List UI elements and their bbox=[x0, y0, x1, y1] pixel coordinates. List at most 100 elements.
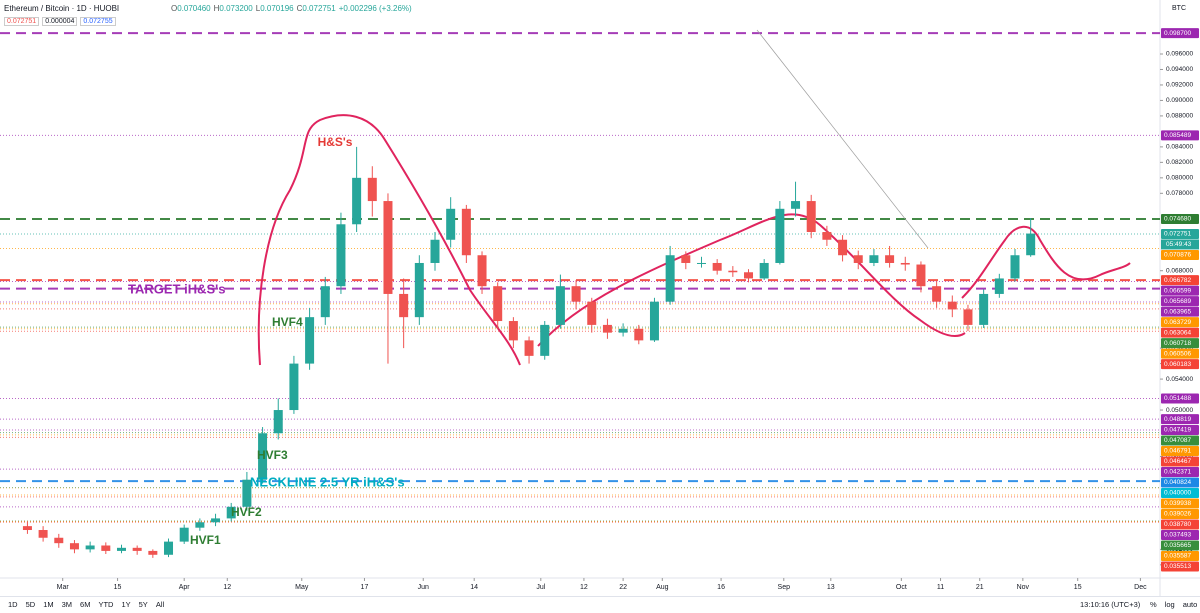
x-tick-label: Jun bbox=[418, 584, 429, 591]
candle-body bbox=[446, 208, 456, 240]
toolbar: 1D 5D 1M 3M 6M YTD 1Y 5Y All 13:10:16 (UTC+3) % l… bbox=[0, 596, 1200, 613]
y-tick-label: 0.096000 bbox=[1166, 51, 1193, 58]
candle-body bbox=[744, 272, 754, 279]
level-label-box bbox=[1161, 561, 1199, 572]
candle-body bbox=[963, 309, 973, 325]
candle-body bbox=[258, 433, 268, 480]
ohlc-value: 0.070196 bbox=[260, 4, 294, 13]
chart: BTC0.0300000.0320000.0440000.0500000.054… bbox=[0, 0, 1200, 596]
option-button[interactable]: log bbox=[1164, 600, 1175, 609]
y-tick-label: 0.078000 bbox=[1166, 190, 1193, 197]
candle-body bbox=[148, 550, 158, 555]
candle-body bbox=[101, 545, 111, 551]
candle-body bbox=[164, 541, 174, 555]
y-tick-label: 0.092000 bbox=[1166, 82, 1193, 89]
level-label: 0.070876 bbox=[1164, 252, 1191, 259]
x-tick-label: 15 bbox=[1074, 584, 1082, 591]
x-tick-label: 21 bbox=[976, 584, 984, 591]
x-tick-label: Dec bbox=[1134, 584, 1147, 591]
level-label: 0.037493 bbox=[1164, 532, 1191, 539]
candle-body bbox=[540, 324, 550, 356]
level-label: 0.047087 bbox=[1164, 437, 1191, 444]
candle-body bbox=[681, 255, 691, 263]
option-button[interactable]: % bbox=[1150, 600, 1157, 609]
y-tick-label: 0.090000 bbox=[1166, 97, 1193, 104]
level-label: 0.040824 bbox=[1164, 479, 1191, 486]
price-box[interactable]: 0.072755 bbox=[80, 17, 116, 26]
candle-body bbox=[994, 278, 1004, 294]
drawings bbox=[257, 29, 1131, 366]
level-label: 0.072751 bbox=[1164, 231, 1191, 238]
level-label: 0.046791 bbox=[1164, 448, 1191, 455]
level-label-box bbox=[1161, 130, 1199, 141]
candle-body bbox=[116, 547, 126, 551]
annotation: HVF1 bbox=[190, 533, 221, 547]
level-label: 0.039026 bbox=[1164, 511, 1191, 518]
price-box[interactable]: 0.000004 bbox=[42, 17, 78, 26]
level-label: 0.048819 bbox=[1164, 416, 1191, 423]
candle-body bbox=[728, 270, 738, 273]
range-button[interactable]: 5D bbox=[25, 600, 36, 609]
level-label: 0.063729 bbox=[1164, 319, 1191, 326]
candle-body bbox=[211, 518, 221, 523]
ohlc: O0.070460 H0.073200 L0.070196 C0.072751 +0.0… bbox=[168, 4, 412, 13]
candle-body bbox=[932, 286, 942, 302]
candle-body bbox=[618, 328, 628, 333]
candle-body bbox=[508, 321, 518, 341]
candle-body bbox=[602, 324, 612, 333]
candle-body bbox=[367, 177, 377, 202]
level-label-box bbox=[1161, 228, 1199, 239]
level-label-box bbox=[1161, 296, 1199, 307]
x-tick-label: 12 bbox=[223, 584, 231, 591]
timer-label: 05:49:43 bbox=[1166, 241, 1192, 248]
level-label: 0.085489 bbox=[1164, 132, 1191, 139]
annotation: HVF4 bbox=[272, 315, 303, 329]
annotation: H&S's bbox=[318, 135, 353, 149]
range-button[interactable]: 1M bbox=[43, 600, 54, 609]
range-button[interactable]: 3M bbox=[61, 600, 73, 609]
candle-body bbox=[869, 255, 879, 263]
candle-body bbox=[226, 506, 236, 519]
candle-body bbox=[305, 317, 315, 364]
y-tick-label: 0.054000 bbox=[1166, 376, 1193, 383]
level-label: 0.060506 bbox=[1164, 350, 1191, 357]
ohlc-key: C bbox=[296, 4, 303, 13]
ohlc-key: H bbox=[213, 4, 220, 13]
candle-body bbox=[571, 286, 581, 302]
y-tick-label: 0.088000 bbox=[1166, 113, 1193, 120]
option-button[interactable]: auto bbox=[1182, 600, 1198, 609]
candle-body bbox=[775, 208, 785, 263]
candles bbox=[22, 146, 1036, 558]
range-button[interactable]: YTD bbox=[98, 600, 114, 609]
annotation: TARGET iH&S's bbox=[128, 281, 225, 296]
range-button[interactable]: 6M bbox=[80, 600, 91, 609]
candle-body bbox=[179, 527, 189, 542]
level-label: 0.066782 bbox=[1164, 277, 1191, 284]
candle-body bbox=[430, 239, 440, 263]
timer-box bbox=[1161, 239, 1199, 250]
x-tick-label: Mar bbox=[57, 584, 70, 591]
level-label: 0.063965 bbox=[1164, 308, 1191, 315]
level-label: 0.074680 bbox=[1164, 216, 1191, 223]
level-label-box bbox=[1161, 28, 1199, 39]
x-tick-label: Aug bbox=[656, 584, 669, 591]
candle-body bbox=[634, 328, 644, 341]
range-button[interactable]: 5Y bbox=[138, 600, 148, 609]
candle-body bbox=[524, 340, 534, 356]
level-label-box bbox=[1161, 456, 1199, 467]
candle-body bbox=[320, 286, 330, 318]
y-tick-label: 0.084000 bbox=[1166, 144, 1193, 151]
range-button[interactable]: 1D bbox=[8, 600, 18, 609]
range-button[interactable]: 1Y bbox=[121, 600, 131, 609]
candle-body bbox=[587, 301, 597, 325]
symbol[interactable]: Ethereum / Bitcoin · 1D · HUOBI bbox=[4, 4, 120, 13]
price-box[interactable]: 0.072751 bbox=[4, 17, 40, 26]
candle-body bbox=[979, 293, 989, 325]
x-tick-label: May bbox=[295, 584, 309, 591]
candle-body bbox=[696, 262, 706, 264]
level-label-box bbox=[1161, 317, 1199, 328]
annotation: NECKLINE 2.5 YR iH&S's bbox=[250, 474, 405, 489]
range-button[interactable]: All bbox=[155, 600, 165, 609]
level-label-box bbox=[1161, 275, 1199, 286]
x-tick-label: 13 bbox=[827, 584, 835, 591]
